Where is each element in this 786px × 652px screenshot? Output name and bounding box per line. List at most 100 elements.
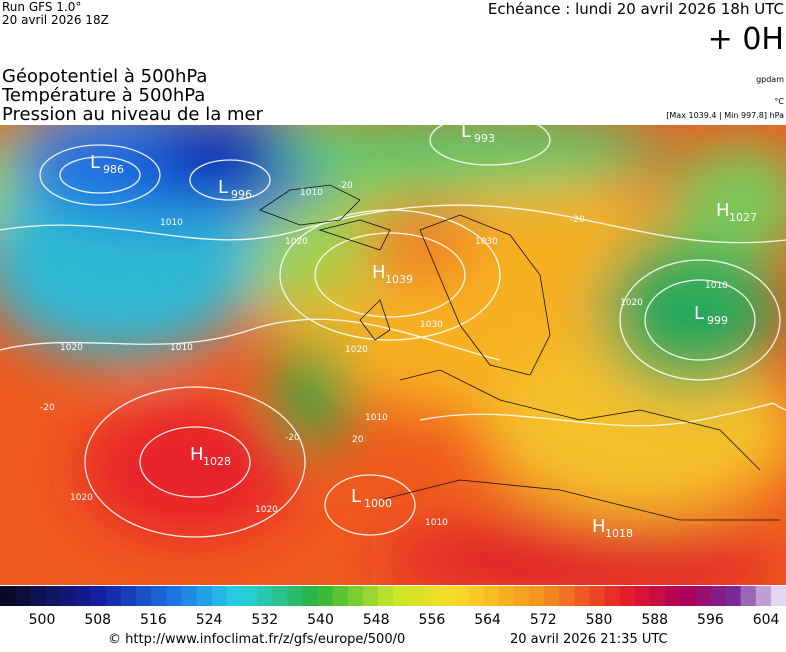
scale-swatch — [377, 586, 394, 606]
contour-label: -20 — [338, 181, 353, 191]
scale-tick-label: 548 — [363, 612, 390, 628]
scale-tick-label: 596 — [697, 612, 724, 628]
scale-swatch — [529, 586, 545, 606]
contour-label: 1020 — [70, 493, 93, 503]
field-name: Géopotentiel à 500hPa — [2, 66, 207, 87]
center-letter: H — [372, 262, 386, 283]
scale-tick-label: 580 — [586, 612, 613, 628]
scale-swatch — [211, 586, 228, 606]
scale-swatch — [151, 586, 167, 606]
contour-label: 1020 — [285, 237, 308, 247]
scale-swatch — [544, 586, 560, 606]
scale-swatch — [604, 586, 621, 606]
contour-label: 1010 — [365, 413, 388, 423]
scale-swatch — [513, 586, 530, 606]
contour-label: 20 — [352, 435, 364, 445]
unit: gpdam — [756, 75, 784, 84]
center-letter: H — [592, 516, 606, 537]
scale-swatch — [498, 586, 515, 606]
forecast-time: Echéance : lundi 20 avril 2026 18h UTC — [488, 0, 784, 18]
coastlines — [259, 184, 780, 521]
scale-swatch — [755, 586, 772, 606]
scale-tick-label: 508 — [84, 612, 111, 628]
field-name: Température à 500hPa — [1, 85, 205, 106]
scale-swatch — [15, 586, 31, 606]
contour-label: 1010 — [160, 218, 183, 228]
scale-swatch — [45, 586, 61, 606]
center-letter: L — [90, 152, 100, 173]
scale-swatch — [120, 586, 137, 606]
center-value: 1027 — [729, 211, 757, 224]
scale-swatch — [317, 586, 334, 606]
scale-swatch — [60, 586, 77, 606]
contour-label: 1010 — [705, 281, 728, 291]
contour-label: 1030 — [475, 237, 498, 247]
center-value: 1028 — [203, 455, 231, 468]
contour-label: 1030 — [420, 320, 443, 330]
scale-swatch — [423, 586, 439, 606]
scale-swatch — [287, 586, 303, 606]
generated-time: 20 avril 2026 21:35 UTC — [510, 632, 668, 647]
center-letter: H — [716, 200, 730, 221]
scale-swatch — [0, 586, 16, 606]
unit: °C — [774, 97, 784, 106]
scale-tick-label: 564 — [474, 612, 501, 628]
center-letter: H — [190, 444, 204, 465]
scale-swatch — [634, 586, 651, 606]
lead-time: + 0H — [708, 22, 784, 57]
contour-labels: 1010 1010 1020 1030 1030 1020 1020 1010 1020 1020… — [40, 181, 728, 528]
center-value: 1039 — [385, 273, 413, 286]
isobars — [0, 125, 786, 538]
scale-swatch — [725, 586, 742, 606]
scale-swatch — [710, 586, 727, 606]
center-letter: L — [218, 177, 228, 198]
scale-swatch — [649, 586, 666, 606]
scale-swatch — [559, 586, 575, 606]
scale-swatch — [453, 586, 470, 606]
contour-label: -20 — [570, 215, 585, 225]
field-name: Pression au niveau de la mer — [2, 104, 264, 125]
scale-swatch — [468, 586, 485, 606]
center-value: 1018 — [605, 527, 633, 540]
scale-swatch — [665, 586, 681, 606]
scale-tick-label: 556 — [419, 612, 446, 628]
scale-swatch — [770, 586, 786, 606]
contour-label: 1020 — [345, 345, 368, 355]
scale-swatch — [30, 586, 46, 606]
scale-swatch — [241, 586, 258, 606]
scale-swatch — [695, 586, 711, 606]
scale-swatch — [740, 586, 757, 606]
temperature-field — [0, 125, 786, 585]
contour-label: 1020 — [255, 505, 278, 515]
run-label: Run GFS 1.0° — [2, 0, 81, 14]
contour-label: -20 — [285, 433, 300, 443]
scale-tick-label: 516 — [140, 612, 167, 628]
center-value: 993 — [474, 132, 495, 145]
scale-swatch — [619, 586, 636, 606]
scale-swatch — [75, 586, 92, 606]
scale-swatch — [181, 586, 197, 606]
scale-tick-label: 588 — [641, 612, 668, 628]
scale-swatch — [393, 586, 409, 606]
scale-swatch — [332, 586, 349, 606]
scale-swatch — [166, 586, 182, 606]
run-date: 20 avril 2026 18Z — [2, 13, 109, 27]
scale-swatch — [574, 586, 590, 606]
contour-label: 1010 — [425, 518, 448, 528]
scale-swatch — [483, 586, 500, 606]
scale-tick-label: 532 — [251, 612, 278, 628]
center-letter: L — [461, 121, 471, 142]
scale-swatch — [408, 586, 424, 606]
scale-swatch — [680, 586, 696, 606]
scale-tick-label: 524 — [196, 612, 223, 628]
color-scale: 500 508 516 524 532 540 548 556 564 572 580 588 596 6… — [0, 586, 786, 628]
scale-swatch — [90, 586, 107, 606]
scale-tick-label: 572 — [530, 612, 557, 628]
scale-swatch — [438, 586, 454, 606]
contour-label: 1020 — [620, 298, 643, 308]
scale-tick-label: 604 — [753, 612, 780, 628]
contour-label: 1010 — [300, 188, 323, 198]
scale-swatch — [302, 586, 318, 606]
contour-label: 1010 — [170, 343, 193, 353]
